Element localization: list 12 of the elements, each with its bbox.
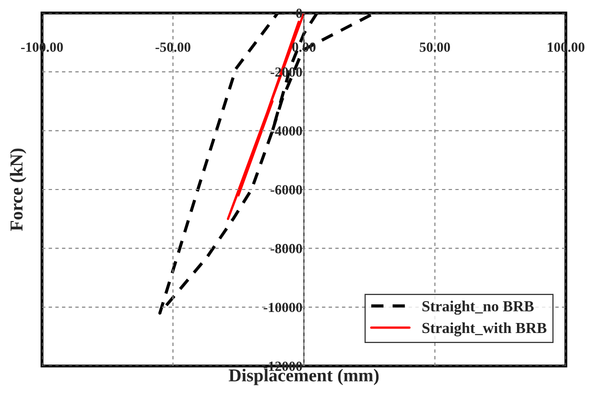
legend-label: Straight_with BRB bbox=[422, 322, 546, 336]
x-tick-label: -50.00 bbox=[156, 42, 190, 52]
y-tick-label: -4000 bbox=[270, 126, 302, 136]
y-tick-label: -8000 bbox=[270, 244, 302, 254]
x-axis-title: Displacement (mm) bbox=[228, 368, 379, 386]
y-tick-label: -10000 bbox=[264, 302, 302, 312]
legend-label: Straight_no BRB bbox=[422, 300, 534, 315]
y-tick-label: 0 bbox=[296, 8, 302, 18]
y-tick-label: -12000 bbox=[264, 362, 302, 371]
x-tick-label: 50.00 bbox=[420, 42, 450, 52]
y-axis-title: Force (kN) bbox=[10, 148, 26, 231]
y-tick-label: -6000 bbox=[270, 185, 302, 194]
